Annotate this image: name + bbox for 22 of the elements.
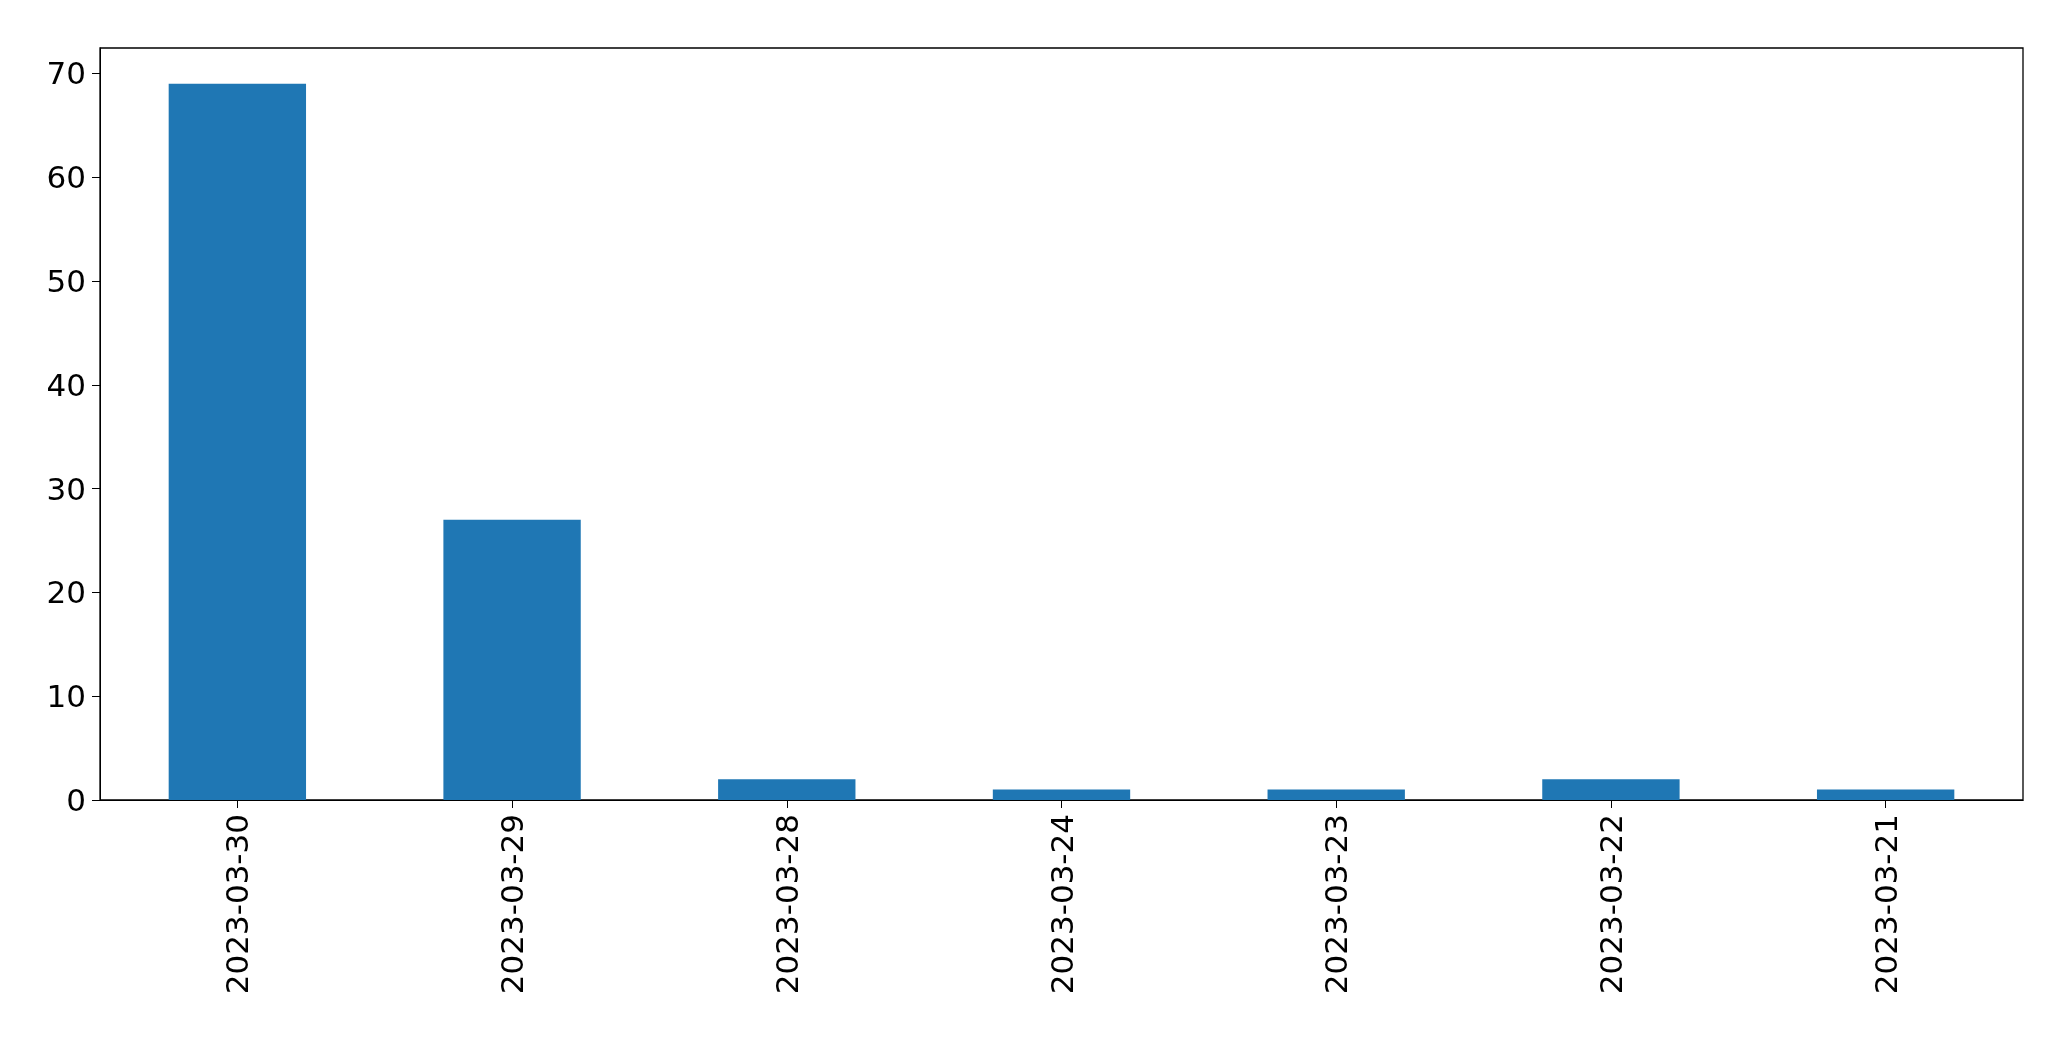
y-tick-label: 70 [46,55,86,92]
y-tick-label: 10 [46,678,86,715]
bar [168,83,307,800]
x-tick-label: 2023-03-30 [219,814,256,995]
y-tick-label: 0 [66,782,86,818]
bar [1267,789,1405,800]
bar [443,519,581,800]
y-tick-label: 30 [46,470,86,507]
y-tick-label: 60 [46,159,86,196]
y-tick-label: 50 [46,263,86,300]
bar [718,779,856,800]
y-tick-label: 40 [46,366,86,403]
bar [1542,779,1680,800]
x-tick-label: 2023-03-22 [1592,814,1629,995]
x-tick-label: 2023-03-29 [494,814,531,995]
x-tick-label: 2023-03-23 [1318,814,1355,995]
y-tick-label: 20 [46,574,86,611]
bar [1816,789,1955,800]
x-tick-label: 2023-03-24 [1043,814,1080,995]
x-tick-label: 2023-03-21 [1867,814,1904,995]
bar [992,789,1131,800]
x-tick-label: 2023-03-28 [768,814,805,995]
